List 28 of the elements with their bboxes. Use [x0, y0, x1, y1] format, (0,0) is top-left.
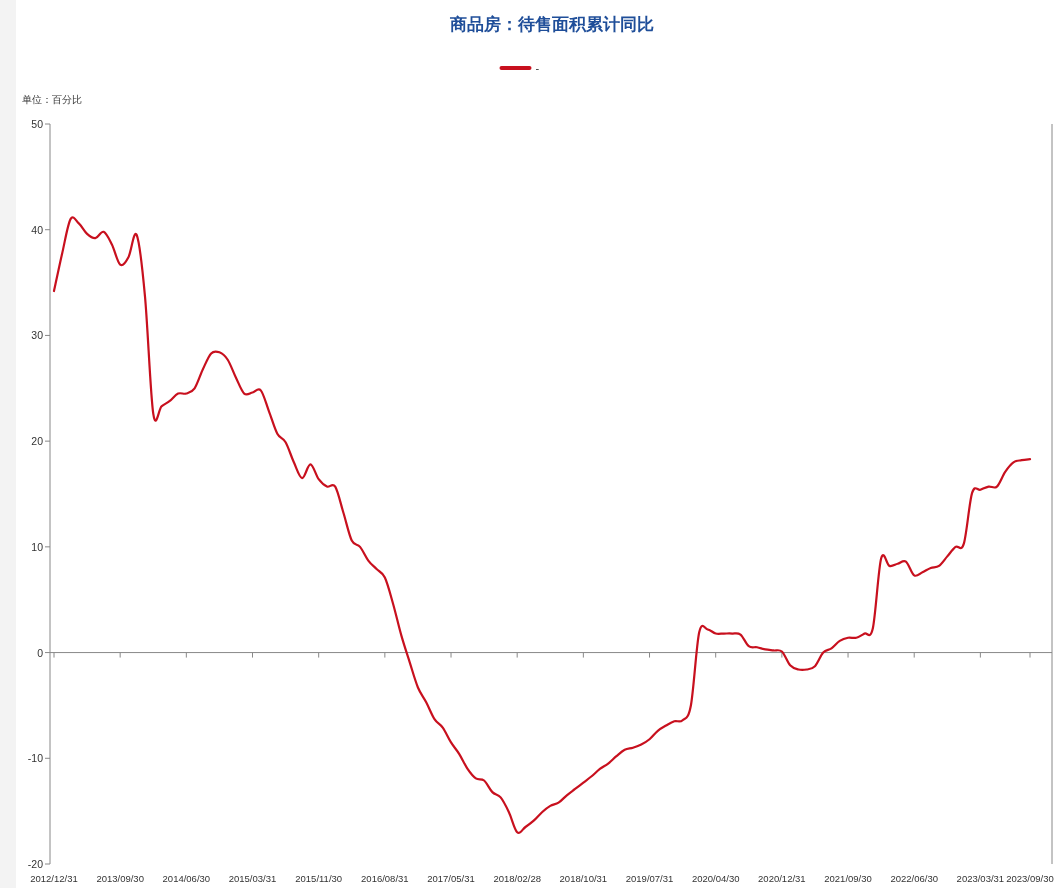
x-tick-label: 2023/09/30 — [1006, 873, 1054, 884]
y-tick-label: 40 — [31, 223, 44, 236]
x-tick-label: 2015/03/31 — [228, 873, 277, 884]
x-tick-label: 2012/12/31 — [30, 873, 78, 884]
x-tick-label: 2018/02/28 — [493, 873, 541, 884]
text: 单位：百分比 — [22, 94, 82, 105]
y-tick-label: 50 — [31, 118, 44, 130]
x-tick-label: 2021/09/30 — [824, 873, 872, 884]
x-tick-label: 2013/09/30 — [96, 873, 144, 884]
chart-title: 商品房：待售面积累计同比 — [448, 14, 654, 34]
line-series — [52, 218, 1032, 834]
x-tick-label: 2014/06/30 — [162, 873, 211, 884]
x-tick-label: 2023/03/31 — [956, 873, 1005, 884]
x-tick-label: 2015/11/30 — [295, 873, 343, 884]
y-tick-label: 0 — [37, 646, 44, 659]
y-tick-label: 30 — [31, 329, 44, 342]
x-tick-label: 2018/10/31 — [559, 873, 608, 884]
x-tick-label: 2020/12/31 — [758, 873, 806, 884]
x-tick-label: 2017/05/31 — [427, 873, 475, 884]
y-tick-label: 10 — [31, 540, 44, 553]
legend-label: - — [535, 62, 540, 74]
x-tick-label: 2019/07/31 — [625, 873, 674, 884]
x-tick-label: 2016/08/31 — [361, 873, 409, 884]
y-tick-label: -20 — [27, 858, 44, 870]
x-tick-label: 2022/06/30 — [890, 873, 938, 884]
y-tick-label: 20 — [31, 435, 44, 448]
x-tick-label: 2020/04/30 — [691, 873, 740, 884]
y-tick-label: -10 — [27, 752, 44, 765]
